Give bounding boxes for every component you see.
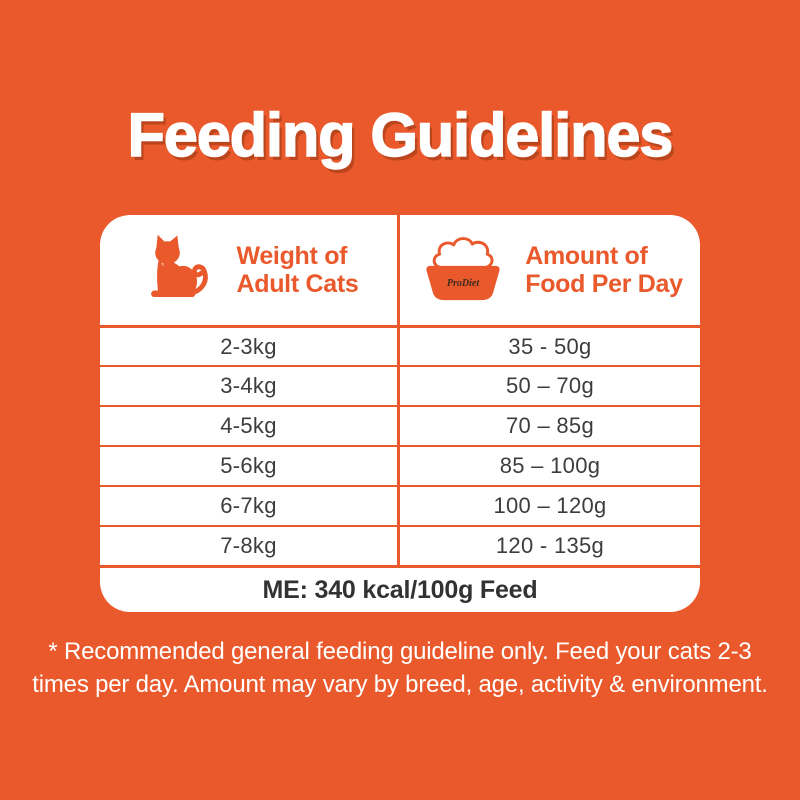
amount-header-label: Amount of Food Per Day <box>525 242 683 298</box>
amount-cell: 70 – 85g <box>505 413 595 438</box>
amount-cell: 120 - 135g <box>495 533 605 558</box>
table-row: 2-3kg 35 - 50g <box>100 325 700 365</box>
feeding-table: Weight of Adult Cats ProDiet Amount of F… <box>100 215 700 612</box>
footnote-line-1: * Recommended general feeding guideline … <box>48 638 752 665</box>
table-row: 5-6kg 85 – 100g <box>100 445 700 485</box>
me-note: ME: 340 kcal/100g Feed <box>100 565 700 612</box>
amount-cell: 35 - 50g <box>508 333 592 359</box>
amount-cell: 100 – 120g <box>493 493 607 518</box>
table-row: 3-4kg 50 – 70g <box>100 365 700 405</box>
table-body: 2-3kg 35 - 50g 3-4kg 50 – 70g 4-5kg 70 –… <box>100 325 700 565</box>
weight-header-label: Weight of Adult Cats <box>236 242 359 298</box>
cat-icon <box>138 232 220 308</box>
weight-cell: 7-8kg <box>100 527 400 565</box>
footnote: * Recommended general feeding guideline … <box>20 636 780 701</box>
weight-cell: 6-7kg <box>100 487 400 525</box>
weight-cell: 5-6kg <box>100 447 400 485</box>
weight-cell: 2-3kg <box>100 328 400 365</box>
page-title: Feeding Guidelines <box>127 100 674 170</box>
table-row: 7-8kg 120 - 135g <box>100 525 700 565</box>
amount-header: ProDiet Amount of Food Per Day <box>400 215 700 325</box>
table-header: Weight of Adult Cats ProDiet Amount of F… <box>100 215 700 325</box>
food-bowl-icon: ProDiet <box>417 232 509 308</box>
weight-cell: 3-4kg <box>100 367 400 405</box>
weight-header: Weight of Adult Cats <box>100 215 400 325</box>
amount-cell: 50 – 70g <box>505 373 595 398</box>
amount-cell: 85 – 100g <box>499 453 601 478</box>
footnote-line-2: times per day. Amount may vary by breed,… <box>32 670 768 698</box>
table-row: 4-5kg 70 – 85g <box>100 405 700 445</box>
weight-cell: 4-5kg <box>100 407 400 445</box>
bowl-brand-label: ProDiet <box>447 278 480 289</box>
table-row: 6-7kg 100 – 120g <box>100 485 700 525</box>
